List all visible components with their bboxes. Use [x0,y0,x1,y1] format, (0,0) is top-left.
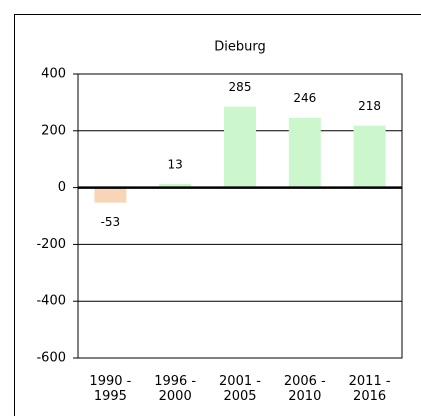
x-tick-label: 2011 - 2016 [348,374,391,404]
y-tick-label: -600 [36,351,66,366]
y-tick-label: 200 [41,123,66,138]
plot-border [77,73,403,359]
y-tick-label: -200 [36,237,66,252]
value-label: 285 [229,80,252,94]
value-label: 218 [358,99,381,113]
chart-title: Dieburg [214,40,265,55]
bar [159,183,192,188]
bar [94,187,127,203]
bar [224,106,256,188]
bar [288,117,321,188]
y-tick-label: -400 [36,294,66,309]
x-tick-label: 2006 - 2010 [283,374,326,404]
x-tick-label: 2001 - 2005 [219,374,261,404]
x-tick-label: 1990 - 1995 [89,374,132,404]
x-tick-label: 1996 - 2000 [154,374,197,404]
value-label: 13 [168,157,183,171]
bar [353,125,386,188]
y-tick-label: 400 [41,67,66,82]
value-label: 246 [293,91,316,105]
frame [14,14,421,416]
value-label: -53 [101,215,121,229]
y-tick-label: 0 [58,180,66,195]
